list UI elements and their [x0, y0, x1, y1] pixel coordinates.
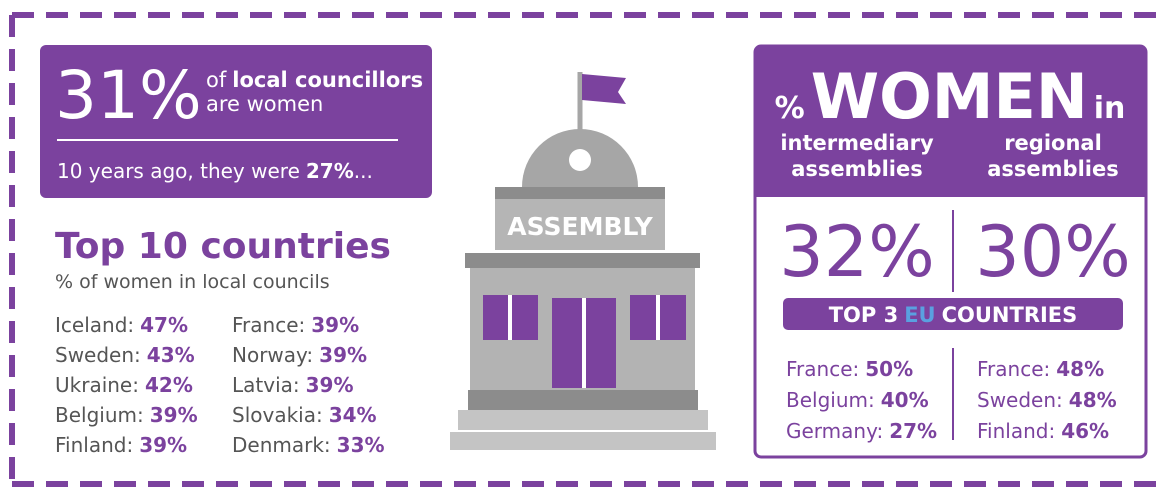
country-value: 39% — [306, 373, 354, 397]
country-row: Belgium:39% — [55, 403, 198, 427]
section-title: Top 10 countries — [55, 226, 391, 267]
text: COUNTRIES — [942, 303, 1078, 327]
country-name: Norway: — [232, 343, 313, 367]
infographic: 31% oflocal councillors are women 10 yea… — [0, 0, 1168, 489]
country-row: Germany:27% — [786, 419, 937, 443]
country-name: France: — [232, 313, 305, 337]
headline-text: are women — [206, 92, 323, 116]
country-value: 48% — [1069, 388, 1117, 412]
country-name: Denmark: — [232, 433, 331, 457]
country-row: Slovakia:34% — [232, 403, 377, 427]
country-name: Sweden: — [977, 388, 1063, 412]
country-list: Iceland:47%Sweden:43%Ukraine:42%Belgium:… — [55, 313, 385, 457]
headline-value: 31% — [55, 57, 202, 134]
country-value: 34% — [329, 403, 377, 427]
country-name: France: — [786, 357, 859, 381]
country-name: Belgium: — [55, 403, 144, 427]
country-name: Belgium: — [786, 388, 875, 412]
section-subtitle: % of women in local councils — [55, 271, 330, 293]
text: local councillors — [232, 68, 423, 92]
country-name: Latvia: — [232, 373, 300, 397]
country-name: France: — [977, 357, 1050, 381]
text: in — [1094, 91, 1126, 126]
text: 27% — [306, 159, 354, 183]
country-value: 42% — [145, 373, 193, 397]
country-name: Slovakia: — [232, 403, 323, 427]
country-row: Denmark:33% — [232, 433, 385, 457]
country-value: 40% — [881, 388, 929, 412]
country-row: Finland:46% — [977, 419, 1109, 443]
country-name: Finland: — [55, 433, 133, 457]
column-value: 32% — [779, 211, 935, 293]
column-heading: regional — [1004, 131, 1102, 155]
country-row: France:39% — [232, 313, 359, 337]
column-heading: assemblies — [791, 157, 922, 181]
country-name: Sweden: — [55, 343, 141, 367]
country-value: 50% — [865, 357, 913, 381]
country-value: 39% — [311, 313, 359, 337]
country-row: Sweden:43% — [55, 343, 195, 367]
country-value: 43% — [147, 343, 195, 367]
country-name: Iceland: — [55, 313, 134, 337]
country-value: 47% — [140, 313, 188, 337]
country-name: Ukraine: — [55, 373, 139, 397]
country-name: Finland: — [977, 419, 1055, 443]
country-row: Ukraine:42% — [55, 373, 193, 397]
country-row: France:48% — [977, 357, 1104, 381]
country-name: Germany: — [786, 419, 883, 443]
column-heading: assemblies — [987, 157, 1118, 181]
column-heading: intermediary — [780, 131, 934, 155]
country-value: 39% — [319, 343, 367, 367]
country-row: Finland:39% — [55, 433, 187, 457]
text: ... — [354, 159, 373, 183]
country-value: 39% — [139, 433, 187, 457]
country-value: 46% — [1061, 419, 1109, 443]
country-value: 48% — [1056, 357, 1104, 381]
country-row: Sweden:48% — [977, 388, 1117, 412]
country-value: 27% — [889, 419, 937, 443]
country-row: Iceland:47% — [55, 313, 188, 337]
column-value: 30% — [975, 211, 1131, 293]
country-value: 39% — [150, 403, 198, 427]
text: % — [775, 91, 805, 126]
building-icon: ASSEMBLY — [450, 72, 716, 450]
country-value: 33% — [337, 433, 385, 457]
text: 10 years ago, they were — [57, 159, 300, 183]
text: EU — [904, 303, 935, 327]
country-row: Latvia:39% — [232, 373, 354, 397]
text: WOMEN — [811, 60, 1088, 133]
text: of — [206, 68, 227, 92]
building-sign: ASSEMBLY — [507, 212, 653, 241]
text: TOP 3 — [829, 303, 899, 327]
country-row: Norway:39% — [232, 343, 367, 367]
country-row: Belgium:40% — [786, 388, 929, 412]
country-row: France:50% — [786, 357, 913, 381]
